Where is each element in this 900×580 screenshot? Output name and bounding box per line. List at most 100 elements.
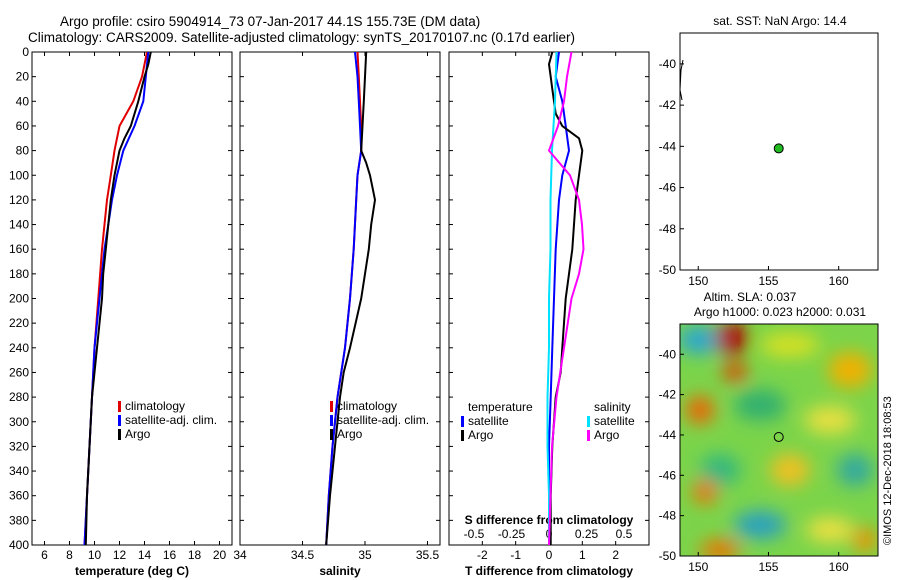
- sla_panel-ytick-label: -50: [659, 549, 677, 563]
- diff-xtick-label: 2: [612, 548, 619, 562]
- temp-ytick-label: 280: [9, 390, 29, 404]
- temp-xlabel: temperature (deg C): [75, 564, 189, 578]
- diff-xtick-label: -1: [510, 548, 521, 562]
- sst_panel-ytick-label: -40: [659, 57, 677, 71]
- temp-ytick-label: 220: [9, 316, 29, 330]
- temp-xtick-label: 10: [88, 548, 102, 562]
- temp-xtick-label: 8: [66, 548, 73, 562]
- sla-blob: [680, 326, 722, 354]
- temperature-panel: 6 8 10 12 14 16 18 2002040608010012014016018020…: [9, 45, 233, 578]
- sla_panel-argo-location-marker: [773, 431, 784, 442]
- diff-legend-swatch: [461, 430, 464, 441]
- diff-xtick-label: 0: [546, 548, 553, 562]
- sla-blob: [700, 540, 740, 556]
- sla-blob: [804, 406, 856, 434]
- watermark: ©IMOS 12-Dec-2018 18:08:53: [882, 396, 894, 545]
- temp-ytick-label: 180: [9, 267, 29, 281]
- sla-panel-title2: Argo h1000: 0.023 h2000: 0.031: [694, 305, 866, 319]
- sla-blob: [723, 362, 747, 382]
- sla-blob: [700, 454, 740, 486]
- temp-series-group: [83, 52, 152, 545]
- diff-legend-label: Argo: [594, 428, 620, 442]
- temp-series-line-blue: [83, 52, 150, 545]
- sla-blob: [686, 396, 714, 424]
- sst_panel-ytick-label: -48: [659, 222, 677, 236]
- temp-ytick-label: 60: [16, 119, 30, 133]
- sal-legend-label: satellite-adj. clim.: [337, 413, 429, 427]
- sla_panel-xtick-label: 160: [829, 560, 849, 574]
- sla-blob: [770, 454, 810, 486]
- sal-axes-frame: [239, 51, 441, 546]
- temp-ytick-label: 120: [9, 193, 29, 207]
- temp-xtick-label: 6: [41, 548, 48, 562]
- sla-map-panel: 150 155 160 -40 -42 -44 -46 -48 -50: [659, 323, 879, 574]
- temp-legend-label: Argo: [125, 427, 151, 441]
- diff-legend-swatch: [587, 430, 590, 441]
- temp-xtick-label: 14: [138, 548, 152, 562]
- sla_panel-ytick-label: -40: [659, 347, 677, 361]
- sal-series-line-blue: [325, 52, 363, 545]
- sst_panel-xtick-label: 155: [758, 274, 778, 288]
- diff-legend-salinity-title: salinity: [594, 400, 631, 414]
- sst-map-panel: 150 155 160 -40 -42 -44 -46 -48 -50: [659, 32, 879, 288]
- sal-legend-label: Argo: [337, 427, 363, 441]
- diff-xtick-label: -2: [477, 548, 488, 562]
- diff-xlabel: T difference from climatology: [465, 564, 633, 578]
- sla_panel-xtick-label: 155: [758, 560, 778, 574]
- diff-legend-label: satellite: [594, 414, 635, 428]
- temp-ytick-label: 160: [9, 242, 29, 256]
- temp-ytick-label: 200: [9, 292, 29, 306]
- temp-legend-label: satellite-adj. clim.: [125, 413, 217, 427]
- sst_panel-ytick-label: -50: [659, 263, 677, 277]
- salinity-panel: 34 34.5 35 35.5 salinity climatologysatellite…: [233, 51, 441, 578]
- sla-blob: [734, 389, 786, 421]
- temp-ytick-label: 240: [9, 341, 29, 355]
- temp-xtick-label: 20: [213, 548, 227, 562]
- sla-blob: [760, 333, 820, 357]
- sal-legend-swatch: [330, 429, 333, 440]
- sla_panel-ytick-label: -42: [659, 388, 677, 402]
- diff-top-tick-label: -0.25: [498, 527, 526, 541]
- diff-legend-label: Argo: [468, 428, 494, 442]
- temp-ytick-label: 100: [9, 168, 29, 182]
- sla_panel-ytick-label: -44: [659, 428, 677, 442]
- sal-xtick-label: 34.5: [291, 548, 315, 562]
- sst_panel-argo-location-marker: [773, 143, 784, 154]
- temp-ytick-label: 380: [9, 513, 29, 527]
- temp-ytick-label: 300: [9, 415, 29, 429]
- sla_panel-xtick-label: 150: [688, 560, 708, 574]
- temp-axes-frame: [31, 51, 233, 546]
- temp-ytick-label: 400: [9, 538, 29, 552]
- sla-blob: [828, 352, 872, 388]
- temp-ytick-label: 80: [16, 144, 30, 158]
- diff-legend-temperature-title: temperature: [468, 400, 533, 414]
- temp-legend-swatch: [118, 415, 121, 426]
- sst_panel-ytick-label: -44: [659, 139, 677, 153]
- sla-panel-title1: Altim. SLA: 0.037: [704, 290, 797, 304]
- temp-ytick-label: 140: [9, 218, 29, 232]
- figure-title-line2: Climatology: CARS2009. Satellite-adjuste…: [28, 30, 575, 45]
- temp-xtick-label: 12: [113, 548, 127, 562]
- temp-legend-swatch: [118, 429, 121, 440]
- sla-heatmap: [680, 324, 878, 556]
- temp-series-line-black: [84, 52, 152, 545]
- temp-xtick-label: 16: [163, 548, 177, 562]
- temp-ytick-label: 360: [9, 489, 29, 503]
- sst-coastline: [679, 59, 684, 101]
- sal-legend-swatch: [330, 415, 333, 426]
- diff-top-tick-label: -0.5: [464, 527, 485, 541]
- sla_panel-ytick-label: -48: [659, 509, 677, 523]
- sst_panel-xtick-label: 160: [829, 274, 849, 288]
- sla-blob: [853, 528, 877, 552]
- sal-xtick-label: 35: [358, 548, 372, 562]
- sla-blob: [734, 511, 786, 539]
- temp-xtick-label: 18: [188, 548, 202, 562]
- diff-top-tick-label: 0.25: [575, 527, 599, 541]
- temp-series-line-red: [83, 52, 148, 545]
- sal-xtick-label: 35.5: [416, 548, 440, 562]
- sla-heatmap-blobs: [680, 324, 877, 556]
- diff-legend-swatch: [587, 416, 590, 427]
- diff-series-line-cyan: [546, 52, 558, 545]
- sal-series-line-black: [325, 52, 376, 545]
